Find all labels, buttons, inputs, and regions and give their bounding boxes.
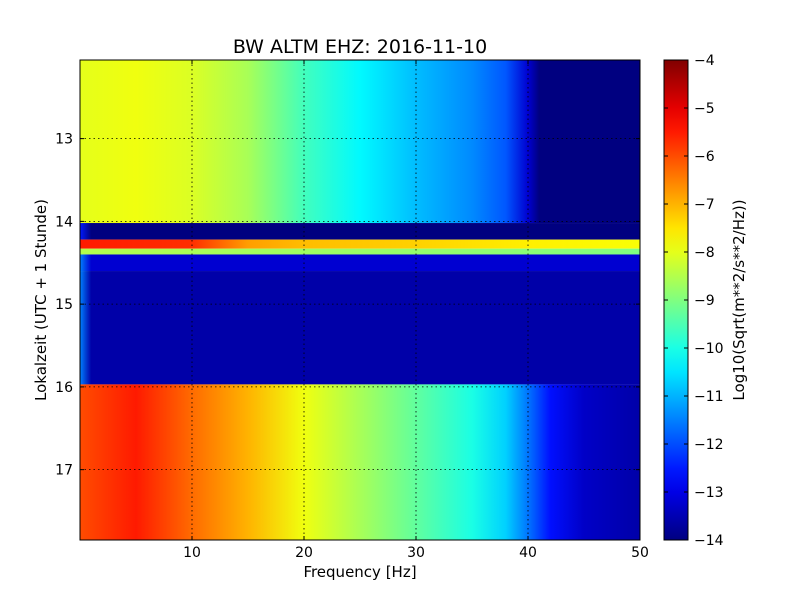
y-tick-label: 17 <box>55 463 73 479</box>
colorbar-tick-label: −5 <box>694 101 715 117</box>
colorbar-tick-label: −14 <box>694 533 724 549</box>
y-axis: 13 14 15 16 17 <box>55 132 640 479</box>
grid-lines <box>80 60 640 540</box>
colorbar-tick-label: −9 <box>694 293 715 309</box>
spectrogram-band <box>80 271 640 385</box>
colorbar-tick-label: −11 <box>694 389 724 405</box>
chart-title: BW ALTM EHZ: 2016-11-10 <box>233 36 487 58</box>
y-tick-label: 16 <box>55 380 73 396</box>
colorbar-tick-label: −7 <box>694 197 715 213</box>
spectrogram-band <box>80 254 640 272</box>
spectrogram-band <box>80 384 640 540</box>
colorbar-tick-label: −12 <box>694 437 724 453</box>
x-tick-label: 30 <box>407 545 425 561</box>
x-tick-label: 40 <box>519 545 537 561</box>
colorbar-tick-label: −8 <box>694 245 715 261</box>
y-tick-label: 15 <box>55 297 73 313</box>
x-tick-label: 10 <box>183 545 201 561</box>
x-tick-label: 50 <box>631 545 649 561</box>
heatmap-area <box>80 60 640 540</box>
x-axis: 10 20 30 40 50 <box>183 60 649 561</box>
y-axis-label: Lokalzeit (UTC + 1 Stunde) <box>32 199 50 401</box>
colorbar-tick-label: −10 <box>694 341 724 357</box>
colorbar-tick-label: −4 <box>694 53 715 69</box>
x-tick-label: 20 <box>295 545 313 561</box>
colorbar-tick-label: −13 <box>694 485 724 501</box>
y-tick-label: 14 <box>55 214 73 230</box>
colorbar-label: Log10(Sqrt(m**2/s**2/Hz)) <box>730 199 748 400</box>
spectrogram-band <box>80 239 640 249</box>
spectrogram-band <box>80 248 640 255</box>
colorbar-ticks: −14 −13 −12 −11 −10 −9 −8 −7 −6 −5 −4 <box>664 53 724 549</box>
x-axis-label: Frequency [Hz] <box>303 563 416 581</box>
plot-frame <box>79 59 641 541</box>
y-tick-label: 13 <box>55 132 73 148</box>
spectrogram-band <box>80 223 640 240</box>
spectrogram-band <box>80 60 640 224</box>
colorbar-tick-label: −6 <box>694 149 715 165</box>
